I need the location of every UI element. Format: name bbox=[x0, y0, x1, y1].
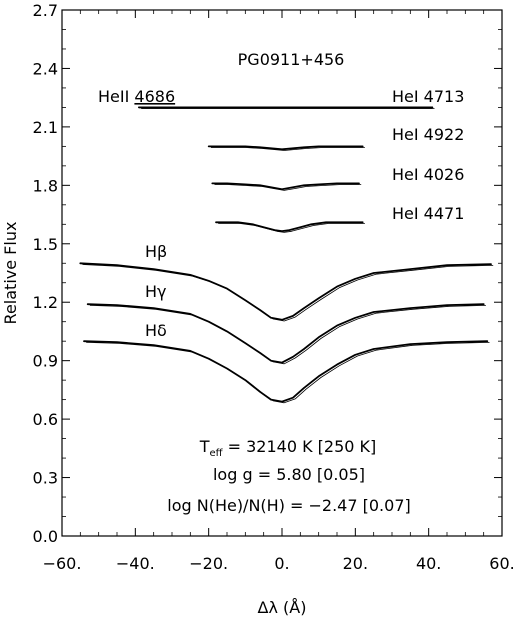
y-tick-label: 1.8 bbox=[33, 176, 58, 195]
y-tick-label: 1.5 bbox=[33, 235, 58, 254]
series-line-hei-4922 bbox=[207, 145, 364, 151]
x-tick-label: 20. bbox=[343, 554, 368, 573]
series-labels: HeII 4686 HeI 4713 HeI 4922 HeI 4026 HeI… bbox=[98, 87, 464, 340]
x-tick-label: −60. bbox=[43, 554, 82, 573]
heii-name: HeII bbox=[98, 87, 134, 106]
y-tick-label: 0.9 bbox=[33, 352, 58, 371]
series-fit-hei-4471 bbox=[218, 223, 365, 233]
param-logg: log g = 5.80 [0.05] bbox=[213, 465, 365, 484]
series-label-hbeta: Hβ bbox=[145, 242, 167, 261]
series-line-hei-4026 bbox=[211, 182, 360, 191]
y-tick-label: 0.0 bbox=[33, 527, 58, 546]
x-tick-label: −20. bbox=[189, 554, 228, 573]
fit-parameters: Teff = 32140 K [250 K] log g = 5.80 [0.0… bbox=[167, 437, 410, 515]
x-tick-label: −40. bbox=[116, 554, 155, 573]
series-line-hei-4471 bbox=[215, 221, 364, 233]
series-label-hdelta: Hδ bbox=[145, 321, 167, 340]
series-label-hei-4922: HeI 4922 bbox=[392, 125, 464, 144]
y-tick-label: 0.6 bbox=[33, 410, 58, 429]
x-tick-label: 40. bbox=[416, 554, 441, 573]
series-line-h- bbox=[83, 340, 489, 403]
x-axis-ticks: −60. −40. −20. 0. 20. 40. 60. bbox=[43, 10, 515, 573]
series-label-hei-4713: HeI 4713 bbox=[392, 87, 464, 106]
y-tick-label: 2.1 bbox=[33, 118, 58, 137]
y-axis-title: Relative Flux bbox=[1, 222, 20, 325]
series-fit-hei-4922 bbox=[210, 147, 365, 151]
param-log-he: log N(He)/N(H) = −2.47 [0.07] bbox=[167, 496, 410, 515]
y-tick-label: 2.4 bbox=[33, 59, 58, 78]
x-tick-label: 0. bbox=[274, 554, 289, 573]
series-label-hei-4471: HeI 4471 bbox=[392, 204, 464, 223]
series-line-h- bbox=[79, 262, 492, 321]
y-tick-label: 0.3 bbox=[33, 469, 58, 488]
series-lines bbox=[79, 106, 494, 404]
param-teff: Teff = 32140 K [250 K] bbox=[199, 437, 377, 459]
x-axis-title: Δλ (Å) bbox=[258, 598, 307, 617]
series-fit-h- bbox=[82, 264, 494, 322]
series-fit-h- bbox=[86, 342, 490, 404]
chart-title: PG0911+456 bbox=[238, 50, 345, 69]
heii-wavelength: 4686 bbox=[134, 87, 175, 106]
series-label-hgamma: Hγ bbox=[145, 282, 167, 301]
series-fit-h- bbox=[89, 305, 486, 365]
y-tick-label: 2.7 bbox=[33, 1, 58, 20]
y-tick-label: 1.2 bbox=[33, 293, 58, 312]
series-label-hei-4026: HeI 4026 bbox=[392, 165, 464, 184]
series-label-heii-4686: HeII 4686 bbox=[98, 87, 175, 106]
x-tick-label: 60. bbox=[489, 554, 514, 573]
series-line-h- bbox=[86, 303, 485, 364]
series-fit-hei-4026 bbox=[214, 184, 362, 191]
y-axis-ticks: 0.0 0.3 0.6 0.9 1.2 1.5 1.8 2.1 2.4 2.7 bbox=[33, 1, 502, 546]
